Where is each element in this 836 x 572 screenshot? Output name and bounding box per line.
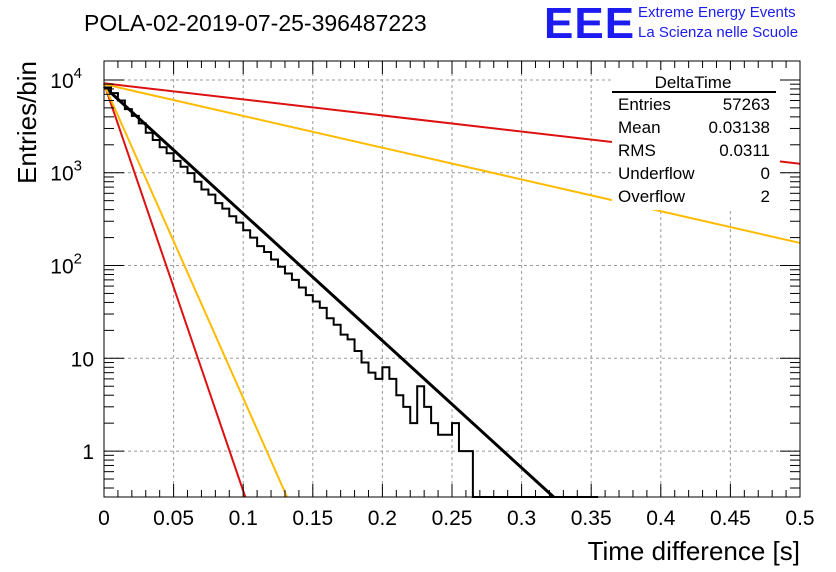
stats-label-overflow: Overflow — [618, 187, 686, 206]
histogram-bin — [341, 335, 348, 497]
histogram-bin — [208, 195, 215, 497]
histogram-bin — [334, 325, 341, 497]
stats-label-mean: Mean — [618, 118, 661, 137]
fit-curve-5 — [103, 83, 288, 498]
histogram-bin — [362, 363, 369, 497]
histogram-bin — [355, 351, 362, 497]
y-axis-title: Entries/bin — [12, 61, 42, 184]
histogram-bin — [424, 407, 431, 497]
fit-curve-4 — [103, 83, 801, 244]
histogram-bin — [368, 373, 375, 497]
histogram-bin — [348, 339, 355, 497]
histogram-bin — [452, 423, 459, 497]
label-layer: 0 0.05 0.1 0.15 0.2 0.25 0.3 0.35 0.4 0.45 0.5 1 10 1… — [12, 61, 815, 566]
x-tick-label: 0.2 — [368, 507, 397, 530]
stats-label-entries: Entries — [618, 95, 671, 114]
stats-label-rms: RMS — [618, 141, 656, 160]
histogram-bin — [118, 101, 125, 497]
y-tick-label: 10 — [71, 348, 94, 371]
histogram-bin — [389, 379, 396, 497]
histogram-bin — [236, 223, 243, 497]
histogram-bin — [181, 167, 188, 497]
x-tick-label: 0.15 — [292, 507, 333, 530]
histogram-bin — [375, 379, 382, 497]
stats-value-rms: 0.0311 — [719, 141, 770, 160]
stats-box: DeltaTime Entries 57263 Mean 0.03138 RMS 0.031… — [612, 70, 780, 210]
eee-logo: EEE — [544, 0, 636, 48]
histogram-bin — [382, 367, 389, 497]
histogram-bin — [243, 230, 250, 497]
histogram-bin — [250, 238, 257, 497]
x-tick-label: 0.05 — [153, 507, 194, 530]
histogram-bin — [278, 267, 285, 497]
fit-curve-1 — [102, 85, 555, 499]
x-tick-label: 0.4 — [646, 507, 676, 530]
x-tick-label: 0.25 — [432, 507, 473, 530]
stats-value-entries: 57263 — [723, 95, 770, 114]
stats-value-mean: 0.03138 — [709, 118, 770, 137]
stats-label-underflow: Underflow — [618, 164, 695, 183]
histogram-bin — [160, 147, 167, 497]
histogram-bin — [466, 451, 473, 497]
histogram-bin — [417, 386, 424, 497]
tick-layer — [103, 61, 801, 497]
histogram-bin — [194, 182, 201, 497]
histogram-bin — [320, 308, 327, 497]
histogram-bin — [438, 435, 445, 497]
histogram-layer — [104, 86, 599, 498]
histogram-bin — [153, 140, 160, 497]
histogram-bin — [327, 318, 334, 497]
x-tick-label: 0.3 — [507, 507, 536, 530]
histogram-bin — [285, 274, 292, 497]
fit-curve-3 — [103, 82, 247, 498]
y-tick-label: 1 — [82, 441, 94, 464]
histogram-bin — [459, 451, 466, 497]
y-tick-label: 104 — [50, 65, 82, 93]
histogram-bin — [292, 280, 299, 497]
histogram-bin — [410, 423, 417, 497]
stats-value-underflow: 0 — [761, 164, 770, 183]
x-tick-label: 0.1 — [229, 507, 258, 530]
histogram-bin — [125, 109, 132, 497]
histogram-bin — [167, 153, 174, 497]
x-tick-label: 0 — [98, 507, 110, 530]
histogram-bin — [299, 287, 306, 497]
histogram-bin — [313, 301, 320, 497]
y-tick-label: 103 — [50, 158, 82, 186]
eee-logo-line2: La Scienza nelle Scuole — [638, 24, 799, 41]
histogram-bin — [403, 407, 410, 497]
histogram-bin — [257, 246, 264, 497]
stats-value-overflow: 2 — [761, 187, 770, 206]
plot-title: POLA-02-2019-07-25-396487223 — [84, 10, 427, 36]
histogram-bin — [111, 93, 118, 497]
histogram-bin — [174, 161, 181, 497]
histogram-bin — [396, 395, 403, 497]
stats-box-title: DeltaTime — [655, 73, 732, 92]
histogram-bin — [104, 87, 111, 497]
eee-logo-line1: Extreme Energy Events — [638, 4, 796, 21]
x-tick-label: 0.35 — [571, 507, 612, 530]
histogram-bin — [431, 423, 438, 497]
histogram-bin — [445, 435, 452, 497]
histogram-bin — [139, 123, 146, 497]
stats-box-background — [612, 70, 780, 210]
y-tick-label: 102 — [50, 251, 82, 279]
histogram-outline — [104, 86, 599, 498]
x-axis-title: Time difference [s] — [588, 536, 800, 566]
histogram-bin — [306, 295, 313, 497]
x-tick-label: 0.45 — [710, 507, 751, 530]
x-tick-label: 0.5 — [785, 507, 814, 530]
